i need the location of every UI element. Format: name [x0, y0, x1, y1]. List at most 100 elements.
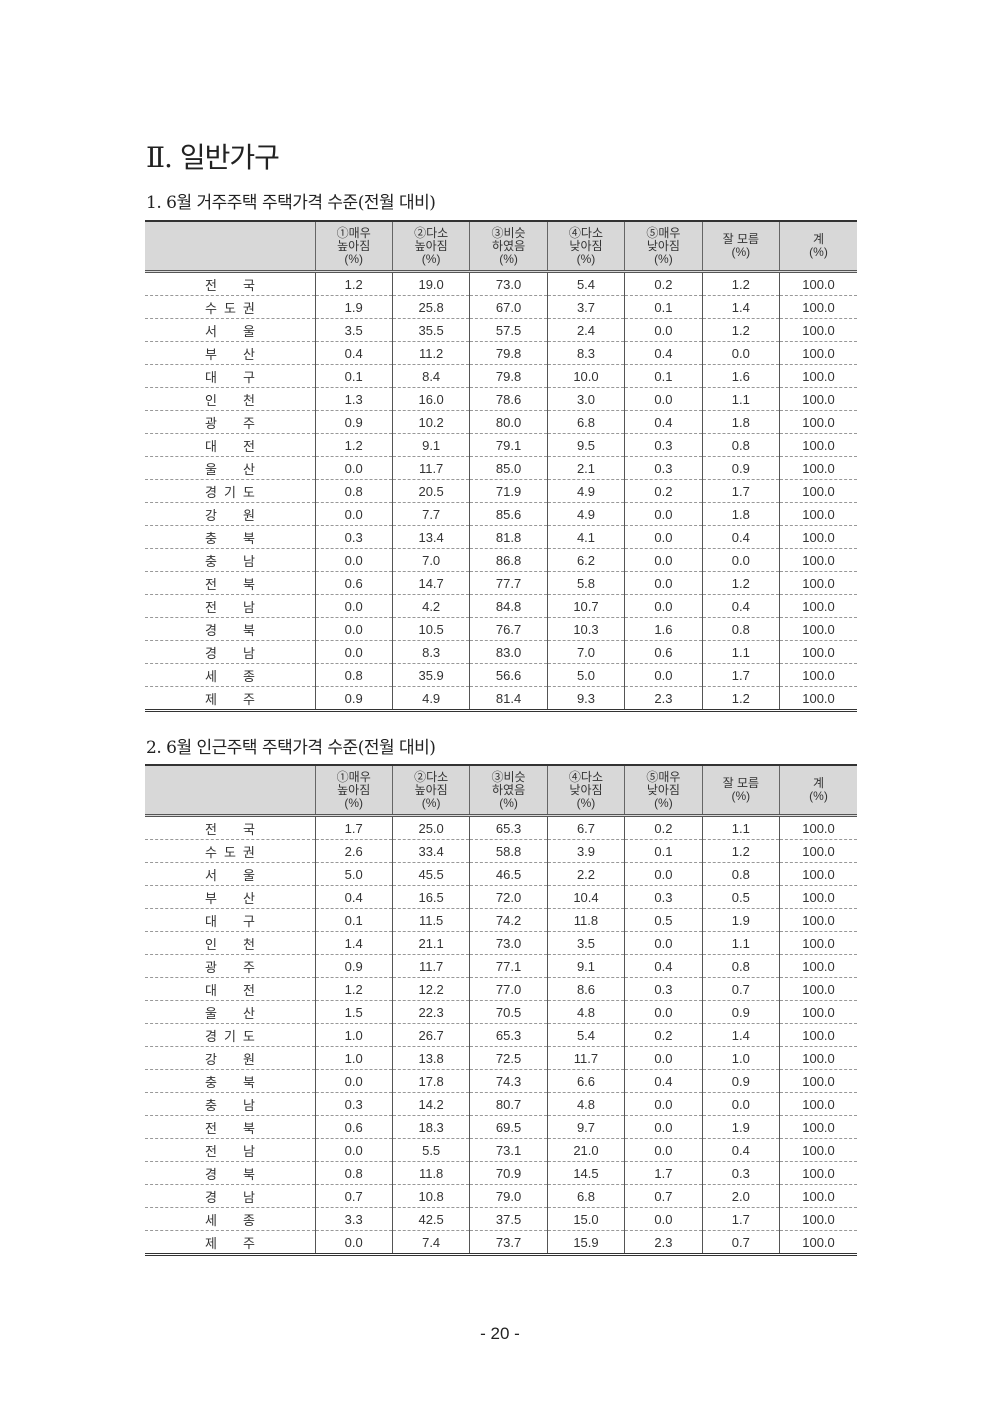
value-cell: 100.0: [779, 295, 857, 319]
value-cell: 18.3: [391, 1115, 470, 1139]
region-label: 경기도: [205, 1028, 262, 1044]
region-label: 부산: [205, 346, 281, 362]
region-label: 대구: [205, 369, 281, 385]
value-cell: 0.2: [624, 479, 703, 503]
region-label: 수도권: [205, 300, 262, 316]
value-cell: 1.0: [314, 1046, 393, 1070]
value-cell: 3.7: [546, 295, 625, 319]
value-cell: 10.7: [546, 594, 625, 618]
value-cell: 26.7: [391, 1023, 470, 1047]
value-cell: 100.0: [779, 617, 857, 641]
value-cell: 11.7: [391, 456, 470, 480]
column-header: ②다소 높아짐 (%): [391, 765, 470, 816]
value-cell: 0.0: [624, 931, 703, 955]
value-cell: 6.8: [546, 1184, 625, 1208]
value-cell: 100.0: [779, 977, 857, 1001]
value-cell: 0.2: [624, 815, 703, 840]
table-row: 수도권 1.9 25.8 67.0 3.7 0.1 1.4 100.0: [145, 295, 857, 319]
region-label: 서울: [205, 323, 281, 339]
value-cell: 8.3: [546, 341, 625, 365]
value-cell: 42.5: [391, 1207, 470, 1231]
value-cell: 1.2: [701, 839, 780, 863]
value-cell: 12.2: [391, 977, 470, 1001]
region-cell: 충북: [145, 525, 315, 549]
column-header: ⑤매우 낮아짐 (%): [624, 221, 703, 272]
value-cell: 0.4: [701, 525, 780, 549]
value-cell: 1.5: [314, 1000, 393, 1024]
value-cell: 0.9: [701, 1069, 780, 1093]
value-cell: 37.5: [469, 1207, 548, 1231]
table-row: 세종 0.8 35.9 56.6 5.0 0.0 1.7 100.0: [145, 663, 857, 687]
value-cell: 5.5: [391, 1138, 470, 1162]
table-row: 경남 0.7 10.8 79.0 6.8 0.7 2.0 100.0: [145, 1184, 857, 1208]
value-cell: 0.0: [701, 548, 780, 572]
value-cell: 0.3: [624, 456, 703, 480]
value-cell: 0.1: [314, 908, 393, 932]
value-cell: 15.0: [546, 1207, 625, 1231]
region-cell: 전남: [145, 1138, 315, 1162]
region-cell: 광주: [145, 954, 315, 978]
table-2: ①매우 높아짐 (%) ②다소 높아짐 (%) ③비슷 하였음 (%) ④다소 낮아짐…: [145, 764, 857, 1256]
value-cell: 0.1: [314, 364, 393, 388]
table-row: 경북 0.8 11.8 70.9 14.5 1.7 0.3 100.0: [145, 1161, 857, 1185]
value-cell: 20.5: [391, 479, 470, 503]
region-label: 세종: [205, 668, 281, 684]
value-cell: 100.0: [779, 433, 857, 457]
value-cell: 74.2: [469, 908, 548, 932]
value-cell: 17.8: [391, 1069, 470, 1093]
value-cell: 70.5: [469, 1000, 548, 1024]
value-cell: 11.7: [391, 954, 470, 978]
region-cell: 울산: [145, 1000, 315, 1024]
value-cell: 10.5: [391, 617, 470, 641]
region-label: 광주: [205, 959, 281, 975]
value-cell: 81.4: [469, 686, 548, 711]
region-cell: 강원: [145, 502, 315, 526]
value-cell: 65.3: [469, 1023, 548, 1047]
table-1-title: 1. 6월 거주주택 주택가격 수준(전월 대비): [146, 193, 436, 213]
value-cell: 2.3: [624, 686, 703, 711]
region-cell: 서울: [145, 862, 315, 886]
value-cell: 0.3: [314, 1092, 393, 1116]
value-cell: 100.0: [779, 885, 857, 909]
value-cell: 8.4: [391, 364, 470, 388]
value-cell: 7.0: [391, 548, 470, 572]
value-cell: 3.9: [546, 839, 625, 863]
value-cell: 4.2: [391, 594, 470, 618]
value-cell: 56.6: [469, 663, 548, 687]
column-header: ③비슷 하였음 (%): [469, 765, 548, 816]
column-header: ⑤매우 낮아짐 (%): [624, 765, 703, 816]
value-cell: 21.0: [546, 1138, 625, 1162]
column-header: [145, 765, 315, 816]
value-cell: 1.1: [701, 387, 780, 411]
value-cell: 73.7: [469, 1230, 548, 1255]
value-cell: 9.1: [546, 954, 625, 978]
value-cell: 9.1: [391, 433, 470, 457]
region-label: 경기도: [205, 484, 262, 500]
table-row: 대구 0.1 11.5 74.2 11.8 0.5 1.9 100.0: [145, 908, 857, 932]
value-cell: 67.0: [469, 295, 548, 319]
value-cell: 2.0: [701, 1184, 780, 1208]
value-cell: 0.4: [701, 1138, 780, 1162]
header-row: ①매우 높아짐 (%) ②다소 높아짐 (%) ③비슷 하였음 (%) ④다소 낮아짐…: [145, 765, 857, 816]
value-cell: 0.5: [701, 885, 780, 909]
column-header: ④다소 낮아짐 (%): [546, 765, 625, 816]
table-2-title: 2. 6월 인근주택 주택가격 수준(전월 대비): [146, 738, 436, 758]
value-cell: 11.7: [546, 1046, 625, 1070]
value-cell: 0.9: [701, 1000, 780, 1024]
value-cell: 100.0: [779, 456, 857, 480]
value-cell: 100.0: [779, 839, 857, 863]
region-cell: 경남: [145, 1184, 315, 1208]
column-header: ①매우 높아짐 (%): [314, 765, 393, 816]
table-row: 인천 1.4 21.1 73.0 3.5 0.0 1.1 100.0: [145, 931, 857, 955]
value-cell: 0.7: [701, 1230, 780, 1255]
value-cell: 1.7: [624, 1161, 703, 1185]
value-cell: 77.1: [469, 954, 548, 978]
value-cell: 1.9: [701, 908, 780, 932]
region-label: 대구: [205, 913, 281, 929]
value-cell: 0.0: [624, 862, 703, 886]
value-cell: 100.0: [779, 410, 857, 434]
value-cell: 4.1: [546, 525, 625, 549]
value-cell: 0.0: [314, 548, 393, 572]
region-label: 울산: [205, 461, 281, 477]
value-cell: 1.8: [701, 502, 780, 526]
